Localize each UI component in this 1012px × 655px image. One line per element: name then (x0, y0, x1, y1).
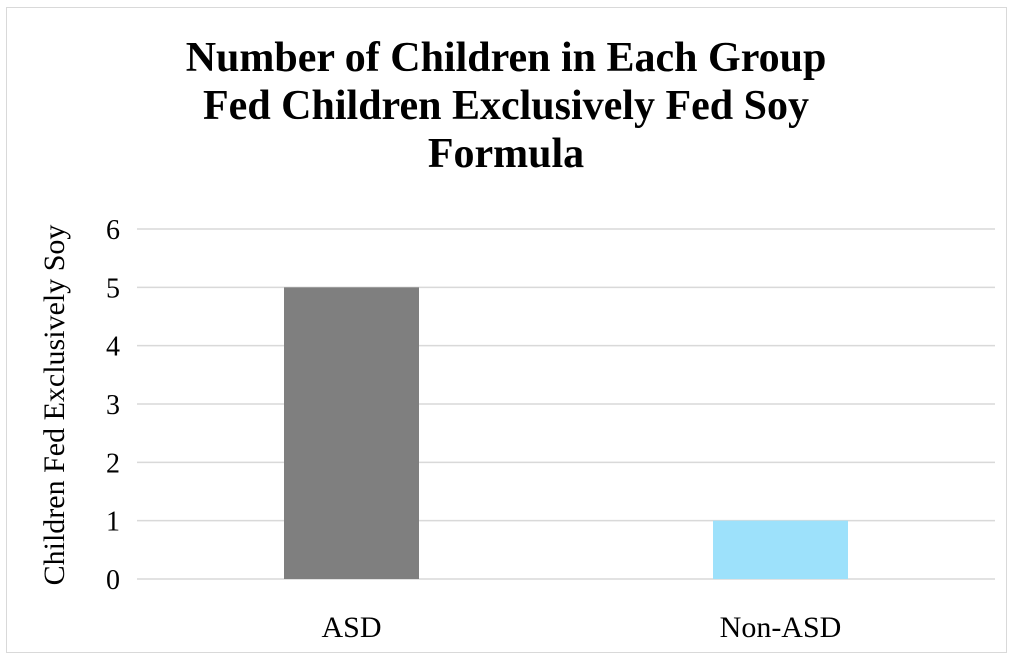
x-tick-label: Non-ASD (720, 611, 842, 644)
bars (284, 287, 848, 579)
y-tick-label: 4 (106, 332, 120, 363)
chart-title-line-1: Number of Children in Each Group (185, 35, 827, 81)
gridlines (137, 228, 995, 580)
y-tick-label: 1 (106, 507, 120, 538)
chart-title-line-2: Fed Children Exclusively Fed Soy (203, 83, 809, 129)
x-tick-labels: ASD Non-ASD (321, 611, 841, 644)
chart-title-line-3: Formula (427, 131, 585, 177)
x-tick-label: ASD (321, 611, 381, 644)
y-tick-label: 0 (106, 565, 120, 596)
y-tick-label: 5 (106, 273, 120, 304)
bar-non-asd (713, 520, 848, 579)
y-tick-label: 3 (106, 390, 120, 421)
y-tick-labels: 0 1 2 3 4 5 6 (106, 215, 120, 596)
y-tick-label: 6 (106, 215, 120, 246)
chart-title: Number of Children in Each Group Fed Chi… (0, 34, 1012, 178)
y-tick-label: 2 (106, 448, 120, 479)
bar-asd (284, 287, 419, 579)
